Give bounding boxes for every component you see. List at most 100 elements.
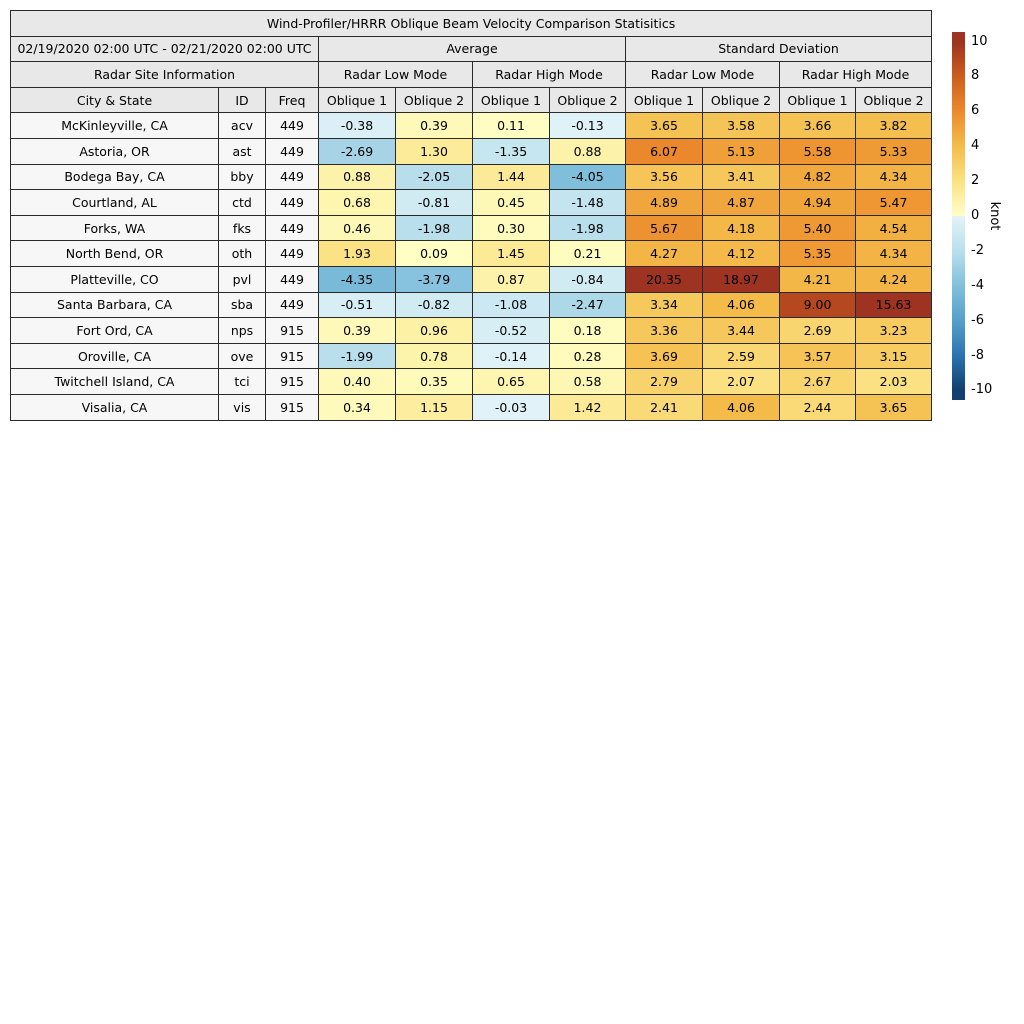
id-cell: nps xyxy=(218,317,266,344)
value-cell: 2.44 xyxy=(779,393,856,421)
value-cell: 3.36 xyxy=(625,317,703,344)
city-cell: Oroville, CA xyxy=(10,342,219,370)
id-cell: pvl xyxy=(218,265,266,293)
city-cell: Twitchell Island, CA xyxy=(10,368,219,395)
value-cell: 4.34 xyxy=(854,163,933,191)
table-row: Santa Barbara, CA sba 449 -0.51 -0.82 -1.08 -2… xyxy=(10,291,933,319)
colorbar-unit-label: knot xyxy=(986,201,1002,231)
table-row: McKinleyville, CA acv 449 -0.38 0.39 0.11 -0.1… xyxy=(10,112,933,139)
col-header-oblique2: Oblique 2 xyxy=(549,86,626,114)
value-cell: 3.34 xyxy=(625,291,703,319)
value-cell: 4.06 xyxy=(702,291,780,319)
value-cell: 3.69 xyxy=(625,342,703,370)
value-cell: 0.09 xyxy=(395,240,473,267)
value-cell: 4.87 xyxy=(702,189,780,216)
value-cell: 9.00 xyxy=(779,291,856,319)
value-cell: 4.34 xyxy=(854,240,933,267)
value-cell: 1.45 xyxy=(472,240,550,267)
freq-cell: 449 xyxy=(265,291,319,319)
freq-cell: 449 xyxy=(265,240,319,267)
value-cell: -4.35 xyxy=(318,265,396,293)
freq-cell: 449 xyxy=(265,112,319,139)
colorbar-tick-label: -6 xyxy=(971,312,984,328)
value-cell: 0.34 xyxy=(318,393,396,421)
value-cell: 2.03 xyxy=(854,368,933,395)
value-cell: 2.07 xyxy=(702,368,780,395)
value-cell: -0.14 xyxy=(472,342,550,370)
value-cell: -1.98 xyxy=(395,214,473,242)
stats-table: Wind-Profiler/HRRR Oblique Beam Velocity… xyxy=(9,10,933,421)
group-header-std: Standard Deviation xyxy=(624,35,933,63)
city-cell: Astoria, OR xyxy=(10,137,219,165)
freq-cell: 449 xyxy=(265,163,319,191)
value-cell: 2.79 xyxy=(625,368,703,395)
table-row: Twitchell Island, CA tci 915 0.40 0.35 0.65 0.… xyxy=(10,368,933,395)
value-cell: 4.06 xyxy=(702,393,780,421)
value-cell: 0.40 xyxy=(318,368,396,395)
freq-cell: 449 xyxy=(265,214,319,242)
colorbar-tick-label: -2 xyxy=(971,242,984,258)
value-cell: 3.15 xyxy=(854,342,933,370)
colorbar-tick-label: 8 xyxy=(971,68,980,84)
value-cell: 4.27 xyxy=(625,240,703,267)
value-cell: 0.65 xyxy=(472,368,550,395)
value-cell: 0.21 xyxy=(549,240,626,267)
colorbar-tick-label: 6 xyxy=(971,103,980,119)
value-cell: 3.56 xyxy=(625,163,703,191)
value-cell: -3.79 xyxy=(395,265,473,293)
value-cell: 0.18 xyxy=(549,317,626,344)
value-cell: -1.98 xyxy=(549,214,626,242)
value-cell: 3.23 xyxy=(854,317,933,344)
col-header-oblique2: Oblique 2 xyxy=(854,86,933,114)
value-cell: 4.94 xyxy=(779,189,856,216)
id-cell: tci xyxy=(218,368,266,395)
city-cell: McKinleyville, CA xyxy=(10,112,219,139)
id-cell: oth xyxy=(218,240,266,267)
value-cell: 0.11 xyxy=(472,112,550,139)
value-cell: 15.63 xyxy=(854,291,933,319)
value-cell: -2.05 xyxy=(395,163,473,191)
site-info-header: Radar Site Information xyxy=(10,61,319,88)
col-header-oblique2: Oblique 2 xyxy=(395,86,473,114)
freq-cell: 915 xyxy=(265,368,319,395)
value-cell: 3.66 xyxy=(779,112,856,139)
city-cell: Platteville, CO xyxy=(10,265,219,293)
value-cell: 1.30 xyxy=(395,137,473,165)
table-row: Astoria, OR ast 449 -2.69 1.30 -1.35 0.88 6.07 5… xyxy=(10,137,933,165)
value-cell: 3.82 xyxy=(854,112,933,139)
id-cell: ove xyxy=(218,342,266,370)
value-cell: -0.51 xyxy=(318,291,396,319)
colorbar-tick-label: 2 xyxy=(971,173,980,189)
value-cell: 1.42 xyxy=(549,393,626,421)
id-cell: acv xyxy=(218,112,266,139)
colorbar-tick-label: -8 xyxy=(971,347,984,363)
value-cell: -1.99 xyxy=(318,342,396,370)
table-row: Forks, WA fks 449 0.46 -1.98 0.30 -1.98 5.67 4.1… xyxy=(10,214,933,242)
table-row: Courtland, AL ctd 449 0.68 -0.81 0.45 -1.48 4.8… xyxy=(10,189,933,216)
value-cell: 2.69 xyxy=(779,317,856,344)
value-cell: 0.39 xyxy=(395,112,473,139)
id-cell: ctd xyxy=(218,189,266,216)
value-cell: 0.30 xyxy=(472,214,550,242)
value-cell: 2.59 xyxy=(702,342,780,370)
colorbar-gradient xyxy=(952,32,965,400)
value-cell: 1.15 xyxy=(395,393,473,421)
value-cell: -4.05 xyxy=(549,163,626,191)
value-cell: 5.13 xyxy=(702,137,780,165)
mode-header-std-high: Radar High Mode xyxy=(778,61,933,88)
table-row: Platteville, CO pvl 449 -4.35 -3.79 0.87 -0.84… xyxy=(10,265,933,293)
colorbar-tick-label: -4 xyxy=(971,277,984,293)
col-header-oblique1: Oblique 1 xyxy=(318,86,396,114)
value-cell: 20.35 xyxy=(625,265,703,293)
date-range-cell: 02/19/2020 02:00 UTC - 02/21/2020 02:00 … xyxy=(10,35,319,63)
value-cell: 4.18 xyxy=(702,214,780,242)
colorbar-tick-label: -10 xyxy=(971,382,993,398)
value-cell: 0.39 xyxy=(318,317,396,344)
value-cell: 0.87 xyxy=(472,265,550,293)
value-cell: -0.82 xyxy=(395,291,473,319)
value-cell: 5.40 xyxy=(779,214,856,242)
city-cell: Bodega Bay, CA xyxy=(10,163,219,191)
col-header-oblique1: Oblique 1 xyxy=(779,86,856,114)
value-cell: 4.24 xyxy=(854,265,933,293)
